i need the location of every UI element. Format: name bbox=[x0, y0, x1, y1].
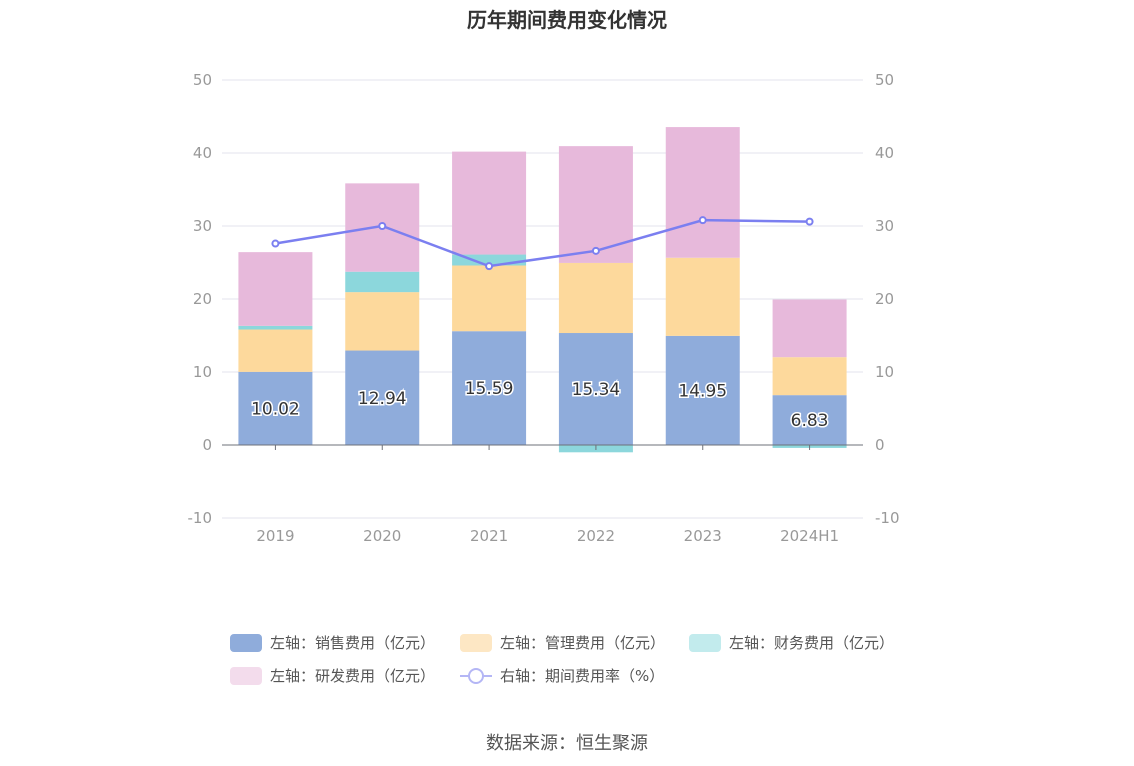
bar-sales bbox=[345, 350, 420, 445]
y-axis-left-tick-label: -10 bbox=[188, 509, 213, 527]
y-axis-right-tick-label: 40 bbox=[875, 144, 894, 162]
data-label-sales: 12.94 bbox=[358, 389, 407, 409]
bar-rd bbox=[665, 127, 740, 258]
legend-swatch-admin bbox=[460, 633, 492, 652]
source-note: 数据来源：恒生聚源 bbox=[486, 733, 648, 754]
y-axis-right-tick-label: 30 bbox=[875, 217, 894, 235]
y-axis-left-tick-label: 10 bbox=[193, 363, 212, 381]
legend-label-rd: 左轴：研发费用（亿元） bbox=[270, 667, 436, 685]
bar-admin bbox=[345, 292, 420, 351]
bar-finance bbox=[452, 254, 527, 266]
bar-sales bbox=[665, 335, 740, 445]
legend-swatch-sales bbox=[230, 633, 262, 652]
y-axis-left-tick-label: 20 bbox=[193, 290, 212, 308]
x-axis-tick-label: 2020 bbox=[363, 527, 401, 545]
x-axis-tick-label: 2022 bbox=[577, 527, 615, 545]
legend-item-finance[interactable]: 左轴：财务费用（亿元） bbox=[689, 632, 894, 653]
bar-sales bbox=[772, 395, 847, 445]
x-axis-tick-label: 2024H1 bbox=[780, 527, 839, 545]
legend-item-rd[interactable]: 左轴：研发费用（亿元） bbox=[230, 665, 435, 686]
line-expense-ratio bbox=[275, 218, 810, 268]
legend-item-expense-ratio[interactable]: 右轴：期间费用率（%） bbox=[460, 665, 664, 686]
y-axis-left-tick-label: 40 bbox=[193, 144, 212, 162]
bar-admin bbox=[452, 265, 527, 332]
legend-label-finance: 左轴：财务费用（亿元） bbox=[729, 634, 895, 652]
y-axis-left-tick-label: 30 bbox=[193, 217, 212, 235]
point-expense-ratio bbox=[591, 246, 600, 255]
legend-label-sales: 左轴：销售费用（亿元） bbox=[270, 634, 436, 652]
y-axis-right-tick-label: 50 bbox=[875, 71, 894, 89]
data-label-sales: 6.83 bbox=[791, 411, 829, 431]
y-axis-right-tick-label: 0 bbox=[875, 436, 885, 454]
point-expense-ratio bbox=[378, 222, 387, 230]
legend-label-expense-ratio: 右轴：期间费用率（%） bbox=[500, 667, 665, 685]
point-expense-ratio bbox=[485, 262, 494, 271]
chart-title: 历年期间费用变化情况 bbox=[467, 8, 667, 32]
bar-admin bbox=[558, 262, 633, 334]
legend-swatch-finance bbox=[689, 633, 721, 652]
x-axis-tick-label: 2021 bbox=[470, 527, 508, 545]
y-axis-left-tick-label: 50 bbox=[193, 71, 212, 89]
bar-admin bbox=[238, 329, 313, 372]
x-axis-tick-label: 2019 bbox=[256, 527, 294, 545]
point-expense-ratio bbox=[271, 239, 280, 248]
bar-admin bbox=[665, 257, 740, 336]
x-axis-tick-label: 2023 bbox=[684, 527, 722, 545]
legend-item-admin[interactable]: 左轴：管理费用（亿元） bbox=[460, 632, 665, 653]
y-axis-left-tick-label: 0 bbox=[202, 436, 212, 454]
bar-rd bbox=[452, 151, 527, 255]
bar-rd bbox=[772, 299, 847, 358]
chart-plot: 50 40 30 20 10 0 -10 50 40 30 20 10 0 -10 2019 10.02 202… bbox=[188, 71, 900, 545]
bar-sales bbox=[558, 333, 633, 445]
y-axis-right-tick-label: 20 bbox=[875, 290, 894, 308]
data-label-sales: 15.34 bbox=[572, 380, 621, 400]
bar-finance bbox=[345, 271, 420, 293]
legend-label-admin: 左轴：管理费用（亿元） bbox=[500, 634, 666, 652]
bar-rd bbox=[238, 252, 313, 326]
bar-sales bbox=[238, 371, 313, 445]
bar-admin bbox=[772, 357, 847, 396]
point-expense-ratio bbox=[698, 216, 707, 225]
bar-rd bbox=[558, 146, 633, 263]
legend-swatch-expense-ratio bbox=[460, 667, 492, 685]
bar-sales bbox=[452, 331, 527, 445]
legend-item-sales[interactable]: 左轴：销售费用（亿元） bbox=[230, 632, 435, 653]
y-axis-right-tick-label: 10 bbox=[875, 363, 894, 381]
data-label-sales: 10.02 bbox=[251, 399, 300, 419]
legend-swatch-rd bbox=[230, 666, 262, 685]
data-label-sales: 15.59 bbox=[465, 379, 514, 399]
bar-finance bbox=[238, 325, 313, 330]
data-label-sales: 14.95 bbox=[678, 381, 727, 401]
y-axis-right-tick-label: -10 bbox=[875, 509, 900, 527]
point-expense-ratio bbox=[805, 217, 814, 226]
